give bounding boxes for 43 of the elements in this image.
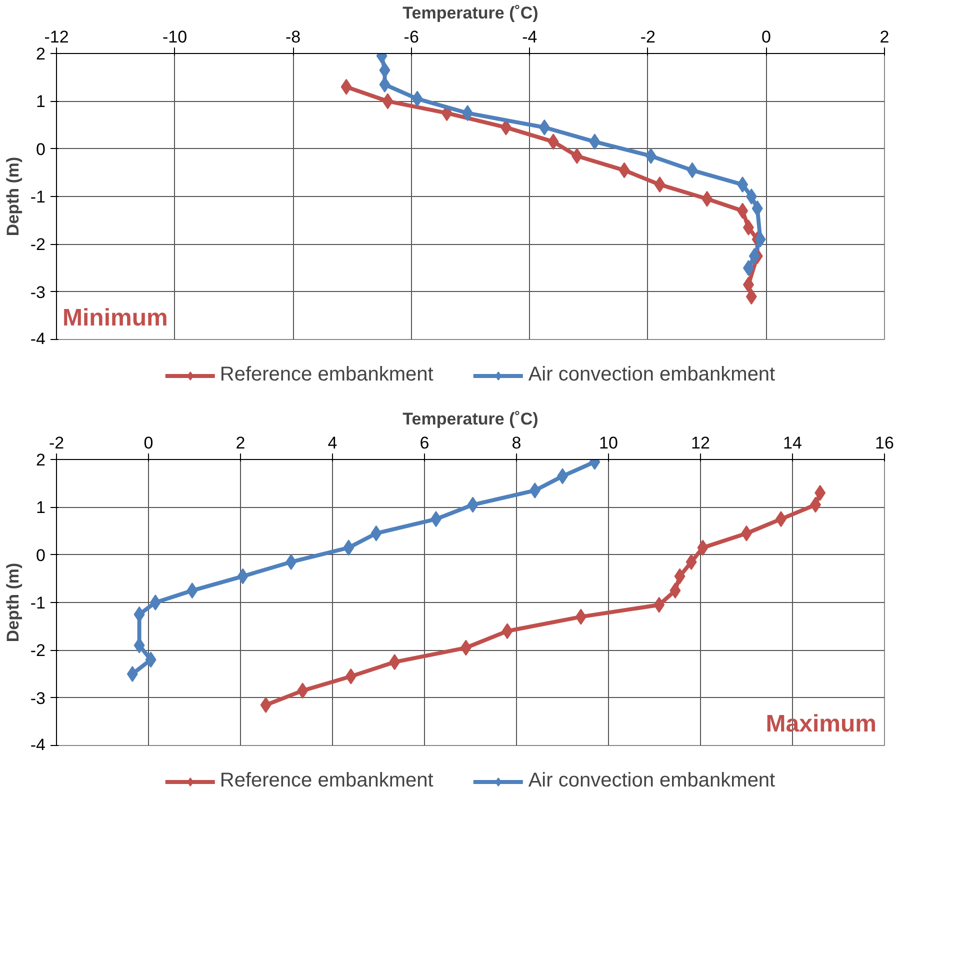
x-tick-label: -4 xyxy=(522,28,538,46)
x-tick-label: 14 xyxy=(783,434,802,452)
x-tick-label: 6 xyxy=(420,434,430,452)
point xyxy=(126,666,138,682)
x-tick-label: 2 xyxy=(236,434,246,452)
x-tick-label: 0 xyxy=(761,28,771,46)
x-tick-label: 16 xyxy=(875,434,894,452)
y-tick-label: -2 xyxy=(30,235,46,254)
x-tick-label: -10 xyxy=(162,28,188,46)
y-tick-label: 2 xyxy=(36,450,46,470)
legend-label: Air convection embankment xyxy=(528,364,776,386)
x-tick-label: 2 xyxy=(880,28,890,46)
x-tick-label: 12 xyxy=(691,434,710,452)
x-tick-label: -8 xyxy=(286,28,301,46)
legend-label: Air convection embankment xyxy=(528,770,776,792)
legend-label: Reference embankment xyxy=(220,364,434,386)
x-tick-label: 0 xyxy=(144,434,154,452)
y-tick-label: -1 xyxy=(30,188,46,206)
x-tick-label: 10 xyxy=(599,434,618,452)
x-axis-title: Temperature (˚C) xyxy=(402,410,538,428)
point xyxy=(150,594,161,610)
y-tick-label: -1 xyxy=(30,594,46,612)
y-tick-label: -2 xyxy=(30,641,46,660)
x-tick-label: 4 xyxy=(328,434,338,452)
y-tick-label: 1 xyxy=(36,498,46,518)
y-tick-label: -3 xyxy=(30,282,46,302)
x-tick-label: -2 xyxy=(48,434,64,452)
x-tick-label: -12 xyxy=(44,28,69,46)
x-tick-label: 8 xyxy=(512,434,522,452)
legend-label: Reference embankment xyxy=(220,770,434,792)
x-tick-label: -6 xyxy=(404,28,419,46)
y-tick-label: 0 xyxy=(36,140,46,159)
x-tick-label: -2 xyxy=(640,28,656,46)
y-tick-label: 2 xyxy=(36,44,46,64)
y-tick-label: -3 xyxy=(30,688,46,708)
x-axis-title: Temperature (˚C) xyxy=(402,4,538,22)
annotation: Minimum xyxy=(62,304,168,332)
point xyxy=(746,188,757,204)
y-axis-title: Depth (m) xyxy=(3,156,22,236)
y-tick-label: 1 xyxy=(36,92,46,112)
point xyxy=(742,260,754,276)
y-tick-label: 0 xyxy=(36,546,46,565)
y-axis-title: Depth (m) xyxy=(3,562,22,642)
